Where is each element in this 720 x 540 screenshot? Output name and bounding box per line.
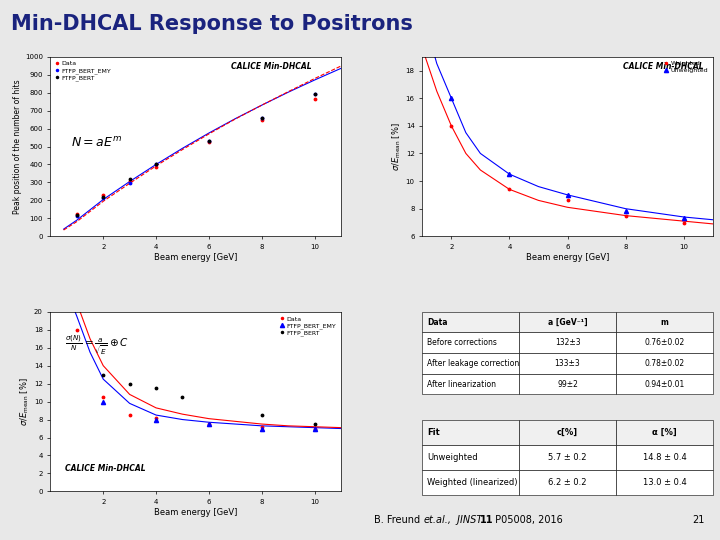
X-axis label: Beam energy [GeV]: Beam energy [GeV] [526, 253, 609, 262]
Text: CALICE Min-DHCAL: CALICE Min-DHCAL [624, 62, 704, 71]
Y-axis label: $\sigma / E_{\rm mean}$ [%]: $\sigma / E_{\rm mean}$ [%] [19, 377, 31, 426]
Legend: Data, FTFP_BERT_EMY, FTFP_BERT: Data, FTFP_BERT_EMY, FTFP_BERT [53, 60, 112, 82]
Legend: Data, FTFP_BERT_EMY, FTFP_BERT: Data, FTFP_BERT_EMY, FTFP_BERT [279, 315, 338, 338]
Legend: Weighted, Unweighted: Weighted, Unweighted [662, 60, 710, 75]
Text: CALICE Min-DHCAL: CALICE Min-DHCAL [65, 464, 145, 474]
Text: $N = aE^m$: $N = aE^m$ [71, 136, 122, 150]
Text: 21: 21 [692, 515, 704, 525]
Y-axis label: $\sigma/ E_{\rm mean}$ [%]: $\sigma/ E_{\rm mean}$ [%] [390, 122, 403, 171]
Text: P05008, 2016: P05008, 2016 [492, 515, 563, 525]
Text: $\frac{\sigma(N)}{N} = \frac{a}{\sqrt{E}} \oplus C$: $\frac{\sigma(N)}{N} = \frac{a}{\sqrt{E}… [65, 333, 129, 357]
Text: CALICE Min-DHCAL: CALICE Min-DHCAL [230, 62, 311, 71]
X-axis label: Beam energy [GeV]: Beam energy [GeV] [154, 253, 238, 262]
Y-axis label: Peak position of the number of hits: Peak position of the number of hits [13, 79, 22, 214]
Text: JINST: JINST [454, 515, 485, 525]
Text: B. Freund: B. Freund [374, 515, 423, 525]
Text: et.al.,: et.al., [423, 515, 451, 525]
X-axis label: Beam energy [GeV]: Beam energy [GeV] [154, 508, 238, 517]
Text: Min-DHCAL Response to Positrons: Min-DHCAL Response to Positrons [11, 14, 413, 33]
Text: 11: 11 [480, 515, 493, 525]
